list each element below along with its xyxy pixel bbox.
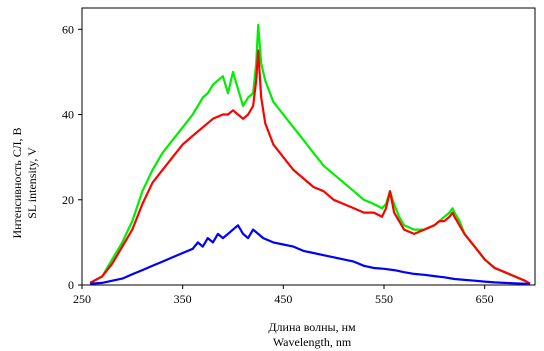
y-tick-label: 0: [68, 278, 74, 292]
ticks-layer: 250 350 450 550 650 0 20 40 60: [62, 22, 494, 306]
x-tick-label: 650: [476, 292, 494, 306]
series-line-2: [89, 49, 531, 285]
x-axis-label-line2: Wavelength, nm: [273, 335, 352, 349]
x-tick-label: 250: [73, 292, 91, 306]
x-axis-label-line1: Длина волны, нм: [268, 320, 356, 334]
y-axis-label-line2: SL intensity, V: [25, 147, 39, 219]
y-axis-label-line1: Интенсивность СЛ, В: [10, 127, 24, 238]
x-tick-label: 550: [375, 292, 393, 306]
series-line-1: [89, 23, 531, 285]
series-layer: [89, 23, 531, 286]
y-tick-label: 20: [62, 193, 74, 207]
y-tick-label: 60: [62, 22, 74, 36]
axes: [81, 7, 536, 286]
series-line-3: [90, 224, 531, 286]
x-tick-label: 350: [174, 292, 192, 306]
y-tick-label: 40: [62, 108, 74, 122]
labels-layer: Интенсивность СЛ, В SL intensity, V Длин…: [10, 127, 356, 349]
plot-frame: [81, 7, 536, 286]
x-tick-label: 450: [274, 292, 292, 306]
